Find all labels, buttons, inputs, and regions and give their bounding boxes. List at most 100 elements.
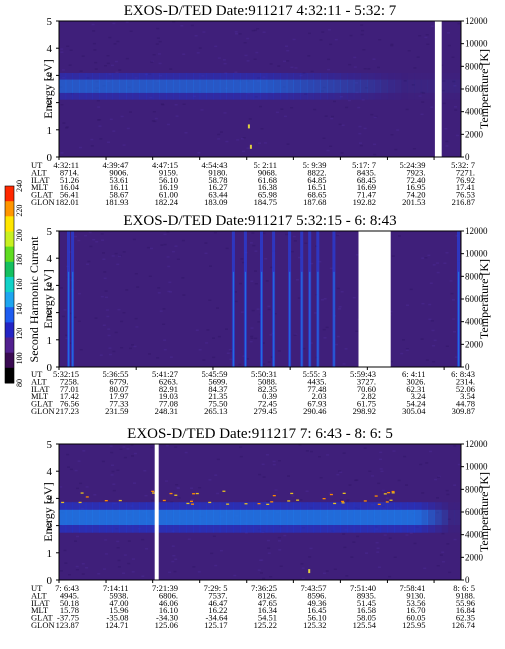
- table-cell: 7923.: [406, 167, 425, 177]
- table-cell: 51.26: [60, 175, 79, 185]
- colorbar-segment: [5, 322, 14, 339]
- y-tick-label: 4: [47, 43, 53, 55]
- table-cell: 125.54: [353, 620, 377, 630]
- table-cell: 8935.: [357, 590, 376, 600]
- colorbar-segment: [5, 201, 14, 217]
- table-cell: 58.05: [357, 613, 376, 623]
- table-cell: 7537.: [208, 590, 227, 600]
- colorbar-segment: [5, 292, 14, 308]
- colorbar-tick-label: 240: [15, 180, 24, 192]
- colorbar-segment: [5, 186, 14, 202]
- table-cell: 7: 6:43: [55, 583, 79, 593]
- table-cell: 47.00: [109, 598, 128, 608]
- table-cell: 63.44: [208, 190, 228, 200]
- table-cell: 65.98: [258, 190, 277, 200]
- table-cell: 9068.: [258, 167, 277, 177]
- spectrogram-panel-1: EXOS-D/TED Date:911217 4:32:11 - 5:32: 7…: [31, 3, 491, 207]
- table-cell: 231.59: [105, 406, 128, 416]
- table-cell: 16.19: [159, 182, 178, 192]
- table-row-label: GLAT: [31, 613, 54, 623]
- y-tick-label: 2: [47, 308, 53, 320]
- data-point: [249, 144, 252, 149]
- table-row-label: ALT: [31, 590, 48, 600]
- table-cell: 279.45: [254, 406, 277, 416]
- y-tick-label: 5: [47, 226, 53, 238]
- colorbar-segment: [5, 231, 14, 248]
- table-cell: 9188.: [456, 590, 475, 600]
- y-tick-label: 3: [47, 493, 53, 505]
- table-cell: 305.04: [402, 406, 426, 416]
- table-cell: 15.96: [109, 605, 128, 615]
- table-cell: 77.48: [307, 384, 326, 394]
- colorbar-segment: [5, 352, 14, 369]
- table-cell: 6: 8:43: [451, 369, 475, 379]
- table-cell: 44.78: [456, 399, 475, 409]
- y-right-tick-label: 4000: [465, 107, 484, 117]
- y-tick-label: 0: [47, 362, 53, 374]
- table-cell: 46.47: [208, 598, 227, 608]
- table-cell: 53.61: [109, 175, 128, 185]
- colorbar-label: Second Harmonic Current: [27, 236, 41, 363]
- table-cell: 4945.: [60, 590, 79, 600]
- table-cell: 5:55: 3: [303, 369, 327, 379]
- table-cell: 5:45:59: [202, 369, 228, 379]
- table-cell: 5088.: [258, 376, 277, 386]
- table-cell: 7:29: 5: [204, 583, 228, 593]
- table-cell: -35.08: [107, 613, 129, 623]
- flux-speckle: [61, 490, 395, 505]
- table-cell: 248.31: [155, 406, 178, 416]
- y-right-tick-label: 8000: [465, 61, 484, 71]
- table-cell: 290.46: [303, 406, 326, 416]
- table-cell: 3727.: [357, 376, 376, 386]
- table-cell: 17.97: [109, 391, 128, 401]
- table-cell: 2.82: [361, 391, 376, 401]
- table-cell: 183.09: [204, 197, 227, 207]
- table-cell: 77.08: [159, 399, 178, 409]
- table-row-label: GLAT: [31, 190, 54, 200]
- table-cell: 82.35: [258, 384, 277, 394]
- table-cell: 5:24:39: [400, 160, 426, 170]
- colorbar-tick-label: 160: [15, 279, 24, 291]
- y-tick-label: 2: [47, 98, 53, 110]
- table-cell: 19.03: [159, 391, 178, 401]
- table-cell: 182.01: [56, 197, 79, 207]
- table-row-label: GLON: [31, 197, 55, 207]
- table-cell: 8435.: [357, 167, 376, 177]
- spectrogram-panel-3: EXOS-D/TED Date:911217 7: 6:43 - 8: 6: 5…: [31, 426, 491, 630]
- table-row-label: ILAT: [31, 175, 50, 185]
- table-cell: 6806.: [159, 590, 178, 600]
- colorbar-tick-label: 220: [15, 205, 24, 217]
- table-cell: 56.10: [307, 613, 326, 623]
- table-row-label: GLAT: [31, 399, 54, 409]
- table-cell: 2.03: [312, 391, 327, 401]
- table-cell: 5:32:15: [53, 369, 79, 379]
- table-cell: 55.96: [456, 598, 475, 608]
- colorbar-segment: [5, 276, 14, 293]
- table-cell: 53.56: [406, 598, 425, 608]
- table-cell: 16.10: [159, 605, 178, 615]
- table-cell: 16.69: [357, 182, 376, 192]
- table-cell: 184.75: [254, 197, 277, 207]
- data-point: [247, 124, 250, 129]
- colorbar-tick-label: 120: [15, 328, 24, 340]
- table-cell: 9159.: [159, 167, 178, 177]
- table-cell: 5:32: 7: [451, 160, 475, 170]
- table-cell: 61.75: [357, 399, 376, 409]
- table-cell: 5:41:27: [152, 369, 178, 379]
- table-cell: 16.45: [307, 605, 326, 615]
- y-tick-label: 1: [47, 335, 53, 347]
- table-cell: 56.10: [159, 175, 178, 185]
- table-cell: 58.67: [109, 190, 128, 200]
- y-tick-label: 5: [47, 439, 53, 451]
- table-cell: 5:59:43: [350, 369, 376, 379]
- y-tick-label: 2: [47, 521, 53, 533]
- table-cell: 62.31: [406, 384, 425, 394]
- table-cell: 9180.: [208, 167, 227, 177]
- table-cell: 56.41: [60, 190, 79, 200]
- table-cell: 16.22: [208, 605, 227, 615]
- table-cell: 15.78: [60, 605, 79, 615]
- y-right-tick-label: 12000: [465, 16, 488, 26]
- table-row-label: GLON: [31, 620, 55, 630]
- flux-band: [59, 502, 462, 533]
